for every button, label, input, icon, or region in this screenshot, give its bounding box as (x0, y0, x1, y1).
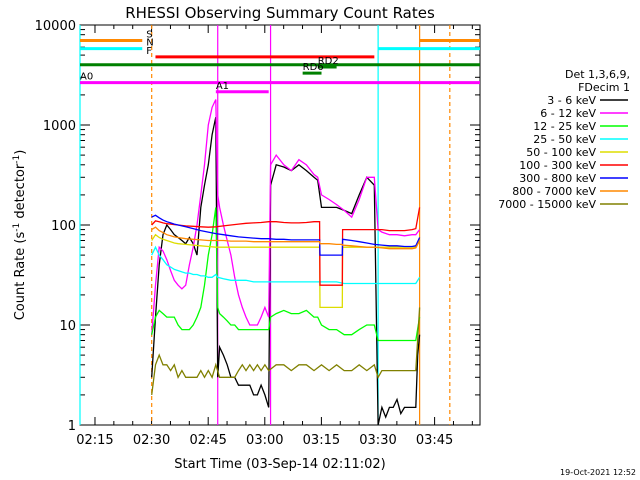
x-tick-label-0: 02:15 (76, 433, 113, 448)
series-lines (151, 99, 421, 426)
legend-header-line2: FDecim 1 (578, 81, 630, 94)
y-axis-label-sup2: -1 (12, 155, 22, 164)
y-axis-label-end: ) (13, 150, 28, 155)
legend-label-7: 800 - 7000 keV (512, 185, 596, 198)
y-axis: 1 10 100 1000 10000 (35, 19, 480, 434)
legend-label-5: 100 - 300 keV (519, 159, 596, 172)
legend-label-2: 12 - 25 keV (533, 120, 596, 133)
y-tick-label-4: 10000 (35, 19, 76, 34)
x-tick-label-3: 03:00 (246, 433, 283, 448)
y-tick-label-2: 100 (51, 219, 76, 234)
state-bar-label-6: A0 (80, 72, 93, 83)
legend-label-1: 6 - 12 keV (540, 107, 596, 120)
series-line-1 (151, 99, 421, 335)
x-tick-label-4: 03:15 (303, 433, 340, 448)
state-bar-label-5: RD6 (303, 62, 324, 73)
legend-label-4: 50 - 100 keV (526, 146, 596, 159)
x-axis-label: Start Time (03-Sep-14 02:11:02) (174, 457, 385, 472)
y-axis-label: Count Rate (s-1 detector-1) (12, 150, 28, 321)
state-bar-label-7: A1 (216, 81, 229, 92)
y-tick-label-3: 1000 (43, 119, 76, 134)
x-axis: 02:15 02:30 02:45 03:00 03:15 03:30 03:45 (76, 25, 473, 448)
y-tick-label-0: 1 (68, 419, 76, 434)
state-bar-label-2: F (146, 46, 152, 57)
state-bar-label-1: N (146, 38, 153, 49)
legend-header-line1: Det 1,3,6,9, (565, 68, 630, 81)
y-tick-label-1: 10 (59, 319, 76, 334)
legend-label-0: 3 - 6 keV (547, 94, 596, 107)
chart-title: RHESSI Observing Summary Count Rates (125, 4, 435, 22)
footer-date: 19-Oct-2021 12:52 (560, 468, 636, 477)
x-tick-label-2: 02:45 (189, 433, 226, 448)
series-line-6 (151, 214, 421, 256)
series-line-4 (151, 233, 421, 309)
x-tick-label-5: 03:30 (359, 433, 396, 448)
y-axis-label-mid: detector (13, 163, 28, 223)
series-line-2 (151, 207, 421, 342)
legend-label-8: 7000 - 15000 keV (498, 198, 596, 211)
series-line-0 (151, 116, 421, 426)
series-line-8 (151, 307, 421, 395)
series-line-3 (151, 245, 421, 285)
legend-label-3: 25 - 50 keV (533, 133, 596, 146)
state-bar-label-4: RD2 (318, 56, 339, 67)
plot-area: 02:15 02:30 02:45 03:00 03:15 03:30 03:45 1101… (35, 19, 481, 448)
y-axis-label-main: Count Rate (s (13, 232, 28, 321)
x-tick-label-6: 03:45 (416, 433, 453, 448)
state-bar-label-0: S (146, 29, 152, 40)
legend-label-6: 300 - 800 keV (519, 172, 596, 185)
series-line-7 (151, 226, 421, 250)
y-axis-label-sup: -1 (12, 223, 22, 232)
x-tick-label-1: 02:30 (133, 433, 170, 448)
